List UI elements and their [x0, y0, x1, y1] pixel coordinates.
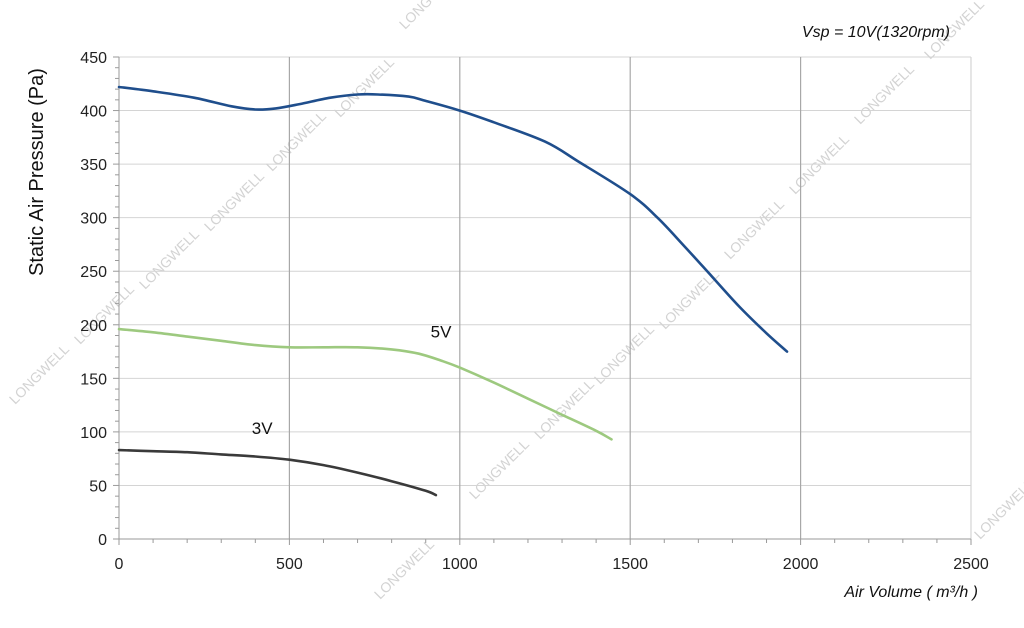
y-axis-title: Static Air Pressure (Pa)	[26, 68, 48, 276]
y-tick-label: 400	[80, 104, 107, 121]
watermark-text: LONGWELL	[136, 226, 202, 292]
watermark-text: LONGWELL	[71, 281, 137, 347]
x-tick-label: 1500	[612, 556, 648, 573]
series-line-0	[117, 85, 789, 353]
x-tick-label: 0	[115, 556, 124, 573]
y-tick-label: 350	[80, 157, 107, 174]
watermark-text: LONGWELL	[851, 61, 917, 127]
watermark-text: LONGWELL	[396, 0, 462, 32]
series-line-5v	[117, 327, 613, 441]
x-axis-title: Air Volume ( m³/h )	[843, 584, 978, 601]
watermark-text: LONGWELL	[591, 321, 657, 387]
y-tick-label: 250	[80, 264, 107, 281]
series-labels: 5V 3V	[252, 323, 452, 438]
y-tick-label: 150	[80, 371, 107, 388]
speed-annotation: Vsp = 10V(1320rpm)	[802, 24, 950, 41]
watermark-text: LONGWELL	[371, 536, 437, 602]
tick-labels: 0 50 100 150 200 250 300 350 400 450 0 500 1000 1500 2…	[80, 50, 989, 573]
series-line-3v	[117, 448, 438, 497]
grid-lines	[119, 56, 972, 539]
x-tick-label: 2500	[953, 556, 989, 573]
series-label-3v: 3V	[252, 419, 273, 438]
x-tick-label: 1000	[442, 556, 478, 573]
x-tick-label: 500	[276, 556, 303, 573]
watermark-layer: LONGWELLLONGWELLLONGWELLLONGWELLLONGWELL…	[6, 0, 1024, 602]
y-tick-label: 300	[80, 211, 107, 228]
axes	[113, 56, 972, 545]
watermark-text: LONGWELL	[466, 436, 532, 502]
watermark-text: LONGWELL	[6, 341, 72, 407]
watermark-text: LONGWELL	[971, 476, 1024, 542]
y-tick-label: 450	[80, 50, 107, 67]
y-tick-label: 50	[89, 478, 107, 495]
y-tick-label: 100	[80, 425, 107, 442]
y-tick-label: 200	[80, 318, 107, 335]
x-tick-label: 2000	[783, 556, 819, 573]
watermark-text: LONGWELL	[201, 168, 267, 234]
series-layer	[117, 85, 789, 497]
watermark-text: LONGWELL	[721, 196, 787, 262]
series-label-5v: 5V	[431, 323, 452, 342]
y-tick-label: 0	[98, 532, 107, 549]
